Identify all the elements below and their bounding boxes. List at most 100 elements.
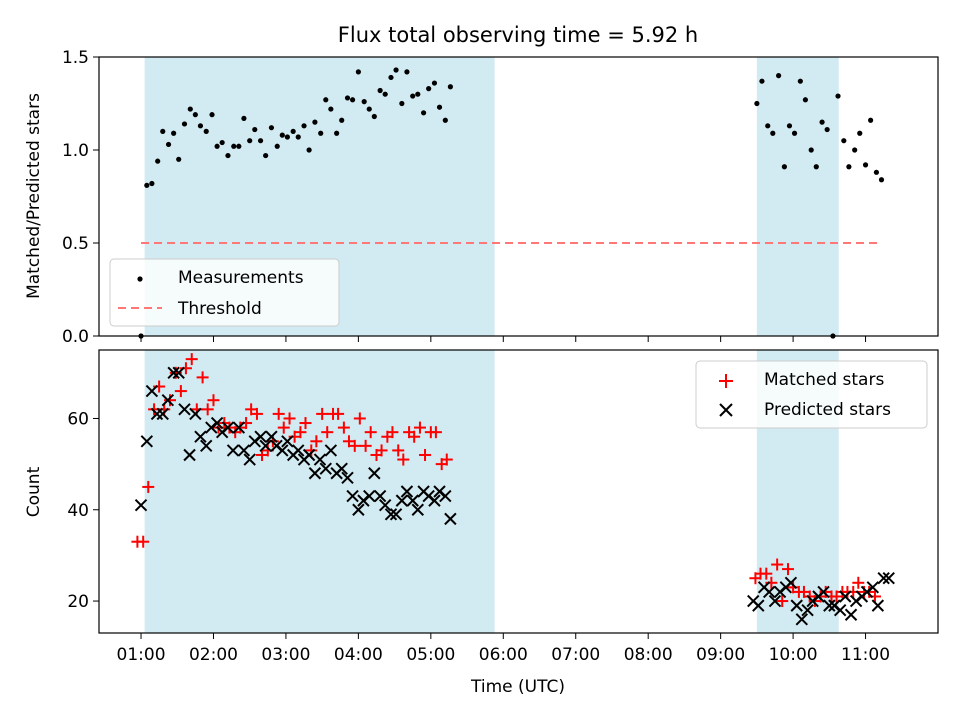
measurement-point bbox=[813, 164, 819, 170]
predicted-star-point bbox=[411, 503, 424, 516]
y-tick-label: 40 bbox=[67, 501, 89, 521]
matched-star-point bbox=[776, 595, 789, 608]
legend-predicted-label: Predicted stars bbox=[764, 400, 891, 420]
legend-plus-icon bbox=[719, 374, 733, 388]
measurement-point bbox=[160, 128, 166, 134]
measurement-point bbox=[797, 78, 803, 84]
predicted-star-point bbox=[172, 366, 185, 380]
measurement-point bbox=[781, 164, 788, 170]
predicted-star-point bbox=[444, 512, 457, 526]
x-tick-label: 11:00 bbox=[841, 645, 890, 665]
matched-star-point bbox=[321, 426, 334, 439]
measurement-point bbox=[388, 74, 394, 81]
measurement-point bbox=[393, 67, 399, 73]
measurement-point bbox=[290, 128, 296, 134]
matched-star-point bbox=[348, 439, 361, 452]
predicted-star-point bbox=[145, 384, 159, 398]
predicted-star-point bbox=[276, 444, 289, 457]
predicted-star-point bbox=[389, 508, 403, 521]
measurement-point bbox=[765, 123, 771, 129]
top-y-axis-label: Matched/Predicted stars bbox=[24, 93, 44, 299]
x-tick-label: 07:00 bbox=[551, 645, 600, 665]
predicted-star-point bbox=[265, 430, 278, 443]
matched-star-point bbox=[440, 453, 453, 466]
predicted-star-point bbox=[795, 613, 808, 626]
measurement-point bbox=[252, 126, 258, 133]
measurement-point bbox=[447, 84, 453, 90]
y-tick-label: 0.0 bbox=[62, 327, 89, 347]
measurement-point bbox=[306, 147, 312, 153]
matched-star-point bbox=[353, 412, 366, 425]
matched-star-point bbox=[364, 426, 377, 439]
bottom-x-ticks: 01:00 02:00 03:00 04:00 05:00 06:00 07:00 08:00… bbox=[117, 633, 890, 665]
predicted-star-point bbox=[183, 448, 196, 462]
predicted-star-point bbox=[406, 494, 419, 507]
x-tick-label: 10:00 bbox=[769, 645, 818, 665]
matched-star-point bbox=[419, 448, 432, 461]
matched-star-point bbox=[272, 407, 285, 420]
measurement-point bbox=[410, 93, 416, 99]
measurement-point bbox=[295, 134, 301, 140]
matched-star-point bbox=[250, 407, 263, 420]
predicted-star-point bbox=[346, 489, 359, 503]
matched-star-point bbox=[337, 421, 350, 434]
measurement-point bbox=[819, 119, 825, 125]
matched-star-point bbox=[137, 535, 150, 548]
matched-star-point bbox=[852, 576, 865, 589]
predicted-star-point bbox=[292, 444, 305, 457]
predicted-star-point bbox=[243, 453, 256, 466]
measurement-point bbox=[868, 117, 874, 123]
y-tick-label: 60 bbox=[67, 409, 89, 429]
predicted-star-point bbox=[801, 603, 814, 617]
x-axis-label: Time (UTC) bbox=[470, 677, 565, 697]
measurement-point bbox=[835, 93, 841, 99]
x-tick-label: 08:00 bbox=[624, 645, 673, 665]
measurement-point bbox=[770, 130, 776, 136]
bottom-y-axis-label: Count bbox=[24, 466, 44, 517]
measurement-point bbox=[274, 143, 280, 149]
bottom-y-ticks: 20 40 60 bbox=[67, 409, 99, 612]
matched-star-point bbox=[207, 394, 220, 407]
top-plot-frame bbox=[98, 56, 939, 337]
measurement-point bbox=[236, 143, 242, 149]
measurement-point bbox=[377, 87, 383, 94]
matched-star-point bbox=[305, 444, 318, 457]
top-x-ticks bbox=[140, 336, 867, 342]
predicted-star-point bbox=[150, 407, 164, 421]
y-tick-label: 1.5 bbox=[62, 48, 89, 68]
predicted-star-point bbox=[232, 421, 246, 434]
predicted-star-point bbox=[226, 444, 240, 457]
measurement-point bbox=[284, 134, 290, 140]
measurement-point bbox=[318, 130, 324, 136]
top-legend: Measurements Threshold bbox=[109, 258, 340, 327]
measurement-point bbox=[334, 130, 340, 136]
matched-star-point bbox=[299, 417, 312, 430]
measurement-point bbox=[225, 152, 231, 159]
measurement-point bbox=[852, 147, 858, 153]
measurement-point bbox=[203, 128, 209, 134]
measurement-point bbox=[399, 100, 405, 107]
predicted-star-point bbox=[259, 439, 272, 453]
predicted-star-point bbox=[395, 494, 409, 507]
top-legend-box bbox=[109, 258, 340, 327]
measurements-series bbox=[138, 67, 885, 339]
predicted-star-point bbox=[368, 467, 381, 480]
legend-threshold-label: Threshold bbox=[177, 299, 262, 319]
matched-star-point bbox=[782, 563, 795, 576]
measurement-point bbox=[857, 130, 863, 136]
matched-star-point bbox=[316, 407, 329, 420]
predicted-star-point bbox=[254, 430, 267, 443]
legend-measurements-label: Measurements bbox=[178, 268, 304, 288]
measurement-point bbox=[802, 97, 809, 103]
predicted-star-point bbox=[308, 467, 322, 480]
measurement-point bbox=[301, 123, 307, 129]
predicted-star-point bbox=[156, 407, 169, 421]
measurement-point bbox=[263, 152, 269, 159]
matched-star-point bbox=[201, 403, 214, 416]
measurement-point bbox=[355, 69, 361, 75]
measurement-point bbox=[754, 100, 760, 107]
predicted-star-point bbox=[866, 581, 879, 594]
x-tick-label: 09:00 bbox=[696, 645, 745, 665]
measurement-point bbox=[257, 138, 264, 144]
x-tick-label: 04:00 bbox=[334, 645, 383, 665]
